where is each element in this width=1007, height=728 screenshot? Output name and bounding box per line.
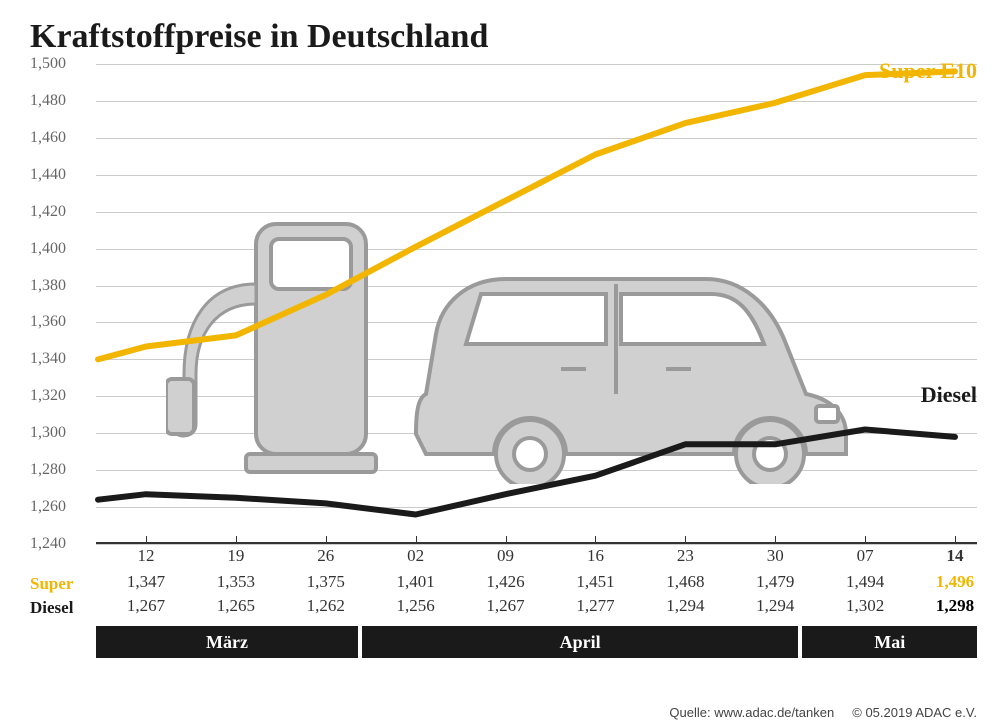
y-tick-label: 1,320 (30, 387, 66, 405)
x-tick-label: 14 (947, 546, 964, 566)
y-tick-label: 1,240 (30, 535, 66, 553)
x-tick-mark (595, 536, 596, 544)
x-tick-mark (506, 536, 507, 544)
x-tick-mark (146, 536, 147, 544)
data-cell: 1,294 (756, 596, 794, 616)
y-tick-label: 1,300 (30, 424, 66, 442)
series-line-diesel (98, 430, 955, 515)
line-series (96, 64, 977, 544)
data-cell: 1,267 (486, 596, 524, 616)
series-label-super: Super E10 (879, 58, 977, 84)
x-tick-label: 16 (587, 546, 604, 566)
data-cell: 1,294 (666, 596, 704, 616)
series-line-super (98, 71, 955, 359)
month-segment: April (362, 626, 799, 658)
y-tick-label: 1,340 (30, 350, 66, 368)
data-cell: 1,265 (217, 596, 255, 616)
data-cell: 1,302 (846, 596, 884, 616)
data-cell: 1,426 (486, 572, 524, 592)
data-cell: 1,277 (576, 596, 614, 616)
data-cell: 1,375 (307, 572, 345, 592)
row-label-super: Super (30, 574, 96, 594)
month-bar: MärzAprilMai (96, 626, 977, 658)
plot-region: Super E10 Diesel (96, 64, 977, 544)
y-tick-label: 1,460 (30, 129, 66, 147)
y-tick-label: 1,420 (30, 203, 66, 221)
x-axis-dates: 12 19 26 02 09 16 23 30 07 14 (96, 544, 977, 572)
row-label-diesel: Diesel (30, 598, 96, 618)
x-tick-label: 07 (857, 546, 874, 566)
x-tick-mark (416, 536, 417, 544)
data-cell: 1,401 (397, 572, 435, 592)
x-tick-mark (236, 536, 237, 544)
y-tick-label: 1,480 (30, 92, 66, 110)
data-cell: 1,479 (756, 572, 794, 592)
month-segment: Mai (802, 626, 977, 658)
data-row-super: Super 1,347 1,353 1,375 1,401 1,426 1,451 1,46… (30, 572, 977, 596)
y-axis-labels: 1,2401,2601,2801,3001,3201,3401,3601,380… (30, 64, 90, 544)
x-tick-label: 12 (138, 546, 155, 566)
footer-credits: Quelle: www.adac.de/tanken © 05.2019 ADA… (669, 705, 977, 720)
data-row-diesel: Diesel 1,2671,2651,2621,2561,2671,2771,2… (30, 596, 977, 620)
row-values-diesel: 1,267 1,265 1,262 1,256 1,267 1,277 1,294 1,294… (96, 596, 977, 620)
y-tick-label: 1,500 (30, 55, 66, 73)
data-cell: 1,468 (666, 572, 704, 592)
footer-copyright: © 05.2019 ADAC e.V. (852, 705, 977, 720)
y-tick-label: 1,280 (30, 461, 66, 479)
y-tick-label: 1,440 (30, 166, 66, 184)
x-tick-label: 19 (227, 546, 244, 566)
data-cell: 1,298 (936, 596, 974, 616)
row-values-super: 1,347 1,353 1,375 1,401 1,426 1,451 1,468 1,479… (96, 572, 977, 596)
month-segment: März (96, 626, 358, 658)
x-tick-mark (865, 536, 866, 544)
series-label-diesel: Diesel (921, 382, 977, 408)
x-tick-label: 23 (677, 546, 694, 566)
data-cell: 1,262 (307, 596, 345, 616)
data-cell: 1,451 (576, 572, 614, 592)
x-tick-mark (685, 536, 686, 544)
y-tick-label: 1,360 (30, 313, 66, 331)
data-cell: 1,256 (397, 596, 435, 616)
data-table: Super 1,347 1,353 1,375 1,401 1,426 1,451 1,46… (30, 572, 977, 620)
x-tick-mark (775, 536, 776, 544)
chart-area: 1,2401,2601,2801,3001,3201,3401,3601,380… (30, 64, 977, 544)
x-tick-label: 30 (767, 546, 784, 566)
y-tick-label: 1,380 (30, 277, 66, 295)
data-cell: 1,347 (127, 572, 165, 592)
x-tick-mark (955, 536, 956, 544)
chart-title: Kraftstoffpreise in Deutschland (30, 18, 977, 56)
x-tick-label: 09 (497, 546, 514, 566)
data-cell: 1,494 (846, 572, 884, 592)
data-cell: 1,353 (217, 572, 255, 592)
y-tick-label: 1,400 (30, 240, 66, 258)
footer-source: Quelle: www.adac.de/tanken (669, 705, 834, 720)
x-tick-mark (326, 536, 327, 544)
x-tick-label: 26 (317, 546, 334, 566)
data-cell: 1,496 (936, 572, 974, 592)
y-tick-label: 1,260 (30, 498, 66, 516)
data-cell: 1,267 (127, 596, 165, 616)
x-tick-label: 02 (407, 546, 424, 566)
